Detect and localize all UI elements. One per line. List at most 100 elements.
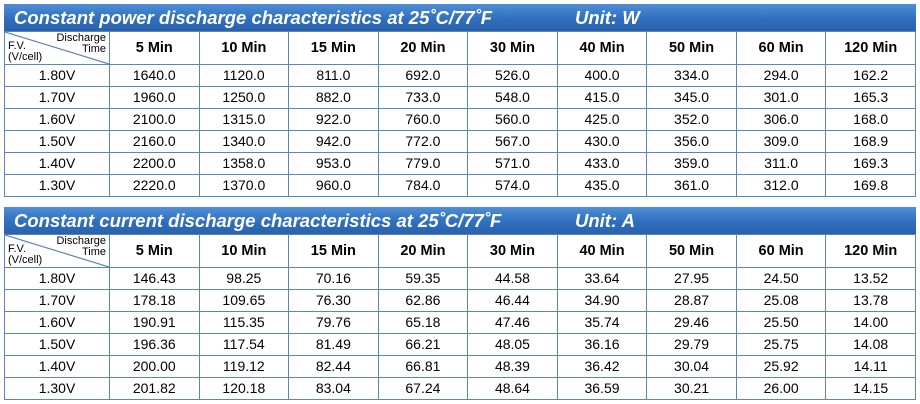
current-title: Constant current discharge characteristi… bbox=[14, 210, 502, 231]
column-header: 30 Min bbox=[467, 234, 558, 268]
table-cell: 574.0 bbox=[467, 174, 558, 197]
table-cell: 48.05 bbox=[467, 333, 558, 356]
table-cell: 345.0 bbox=[646, 86, 737, 109]
voltage-label: 1.50V bbox=[4, 333, 110, 356]
table-cell: 953.0 bbox=[288, 152, 379, 175]
table-row: 1.70V 1960.0 1250.0 882.0 733.0 548.0 415.0 345… bbox=[4, 86, 916, 109]
power-corner-time-label: Discharge Time bbox=[56, 32, 106, 55]
table-cell: 120.18 bbox=[198, 377, 290, 400]
table-cell: 162.2 bbox=[825, 64, 916, 87]
table-row: 1.30V 2220.0 1370.0 960.0 784.0 574.0 435.0 361… bbox=[4, 174, 916, 197]
table-cell: 548.0 bbox=[467, 86, 558, 109]
power-table: Discharge Time F.V. (V/cell) 5 Min 10 Mi… bbox=[4, 31, 916, 197]
table-cell: 567.0 bbox=[467, 130, 558, 153]
table-row: 1.50V 2160.0 1340.0 942.0 772.0 567.0 430.0 356… bbox=[4, 130, 916, 153]
voltage-label: 1.30V bbox=[4, 174, 110, 197]
column-header: 40 Min bbox=[556, 234, 648, 268]
table-cell: 36.16 bbox=[556, 333, 648, 356]
table-row: 1.80V 146.43 98.25 70.16 59.35 44.58 33.64 27.9… bbox=[4, 267, 916, 290]
table-cell: 356.0 bbox=[646, 130, 737, 153]
table-row: 1.60V 190.91 115.35 79.76 65.18 47.46 35.74 29.… bbox=[4, 311, 916, 334]
table-cell: 165.3 bbox=[825, 86, 916, 109]
table-cell: 433.0 bbox=[556, 152, 648, 175]
table-cell: 25.75 bbox=[735, 333, 827, 356]
table-cell: 44.58 bbox=[467, 267, 558, 290]
table-cell: 30.21 bbox=[646, 377, 737, 400]
table-cell: 430.0 bbox=[556, 130, 648, 153]
table-row: 1.40V 200.00 119.12 82.44 66.81 48.39 36.42 30.… bbox=[4, 355, 916, 378]
table-cell: 66.21 bbox=[377, 333, 469, 356]
table-cell: 571.0 bbox=[467, 152, 558, 175]
column-header: 120 Min bbox=[825, 31, 916, 65]
table-cell: 190.91 bbox=[109, 311, 200, 334]
current-unit: Unit: A bbox=[575, 210, 635, 231]
table-cell: 1250.0 bbox=[198, 86, 290, 109]
table-cell: 62.86 bbox=[377, 289, 469, 312]
table-cell: 811.0 bbox=[288, 64, 379, 87]
table-cell: 2200.0 bbox=[109, 152, 200, 175]
table-cell: 98.25 bbox=[198, 267, 290, 290]
table-cell: 14.15 bbox=[825, 377, 916, 400]
table-cell: 59.35 bbox=[377, 267, 469, 290]
table-cell: 109.65 bbox=[198, 289, 290, 312]
table-cell: 2220.0 bbox=[109, 174, 200, 197]
voltage-label: 1.40V bbox=[4, 152, 110, 175]
table-cell: 733.0 bbox=[377, 86, 469, 109]
table-cell: 301.0 bbox=[735, 86, 827, 109]
current-title-banner: Constant current discharge characteristi… bbox=[4, 207, 916, 234]
table-cell: 28.87 bbox=[646, 289, 737, 312]
current-corner-fv-label: F.V. (V/cell) bbox=[8, 243, 43, 266]
table-cell: 27.95 bbox=[646, 267, 737, 290]
table-cell: 14.08 bbox=[825, 333, 916, 356]
column-header: 30 Min bbox=[467, 31, 558, 65]
table-cell: 35.74 bbox=[556, 311, 648, 334]
table-cell: 65.18 bbox=[377, 311, 469, 334]
column-header: 50 Min bbox=[646, 234, 737, 268]
table-cell: 168.0 bbox=[825, 108, 916, 131]
table-row: 1.30V 201.82 120.18 83.04 67.24 48.64 36.59 30.… bbox=[4, 377, 916, 400]
table-cell: 359.0 bbox=[646, 152, 737, 175]
power-title-banner: Constant power discharge characteristics… bbox=[4, 4, 916, 31]
table-cell: 1315.0 bbox=[198, 108, 290, 131]
table-cell: 82.44 bbox=[288, 355, 379, 378]
table-cell: 46.44 bbox=[467, 289, 558, 312]
table-cell: 178.18 bbox=[109, 289, 200, 312]
table-cell: 922.0 bbox=[288, 108, 379, 131]
column-header: 20 Min bbox=[377, 234, 469, 268]
table-cell: 779.0 bbox=[377, 152, 469, 175]
power-header-row: Discharge Time F.V. (V/cell) 5 Min 10 Mi… bbox=[4, 31, 916, 65]
current-header-row: Discharge Time F.V. (V/cell) 5 Min 10 Mi… bbox=[4, 234, 916, 268]
table-cell: 306.0 bbox=[735, 108, 827, 131]
table-cell: 13.78 bbox=[825, 289, 916, 312]
table-cell: 334.0 bbox=[646, 64, 737, 87]
table-cell: 146.43 bbox=[109, 267, 200, 290]
table-cell: 119.12 bbox=[198, 355, 290, 378]
voltage-label: 1.70V bbox=[4, 289, 110, 312]
table-cell: 415.0 bbox=[556, 86, 648, 109]
table-cell: 70.16 bbox=[288, 267, 379, 290]
table-cell: 309.0 bbox=[735, 130, 827, 153]
table-cell: 692.0 bbox=[377, 64, 469, 87]
current-corner-cell: Discharge Time F.V. (V/cell) bbox=[4, 234, 110, 268]
table-cell: 882.0 bbox=[288, 86, 379, 109]
current-table-body: 1.80V 146.43 98.25 70.16 59.35 44.58 33.64 27.9… bbox=[4, 267, 916, 400]
diagonal-divider-icon bbox=[5, 32, 109, 64]
table-cell: 784.0 bbox=[377, 174, 469, 197]
table-cell: 47.46 bbox=[467, 311, 558, 334]
voltage-label: 1.60V bbox=[4, 311, 110, 334]
table-cell: 79.76 bbox=[288, 311, 379, 334]
table-cell: 1370.0 bbox=[198, 174, 290, 197]
table-cell: 76.30 bbox=[288, 289, 379, 312]
power-unit: Unit: W bbox=[575, 7, 640, 28]
table-cell: 36.42 bbox=[556, 355, 648, 378]
voltage-label: 1.60V bbox=[4, 108, 110, 131]
table-cell: 2160.0 bbox=[109, 130, 200, 153]
table-cell: 960.0 bbox=[288, 174, 379, 197]
table-cell: 772.0 bbox=[377, 130, 469, 153]
current-corner-time-label: Discharge Time bbox=[56, 235, 106, 258]
column-header: 10 Min bbox=[198, 31, 290, 65]
table-cell: 1640.0 bbox=[109, 64, 200, 87]
table-cell: 1358.0 bbox=[198, 152, 290, 175]
voltage-label: 1.40V bbox=[4, 355, 110, 378]
table-row: 1.70V 178.18 109.65 76.30 62.86 46.44 34.90 28.… bbox=[4, 289, 916, 312]
